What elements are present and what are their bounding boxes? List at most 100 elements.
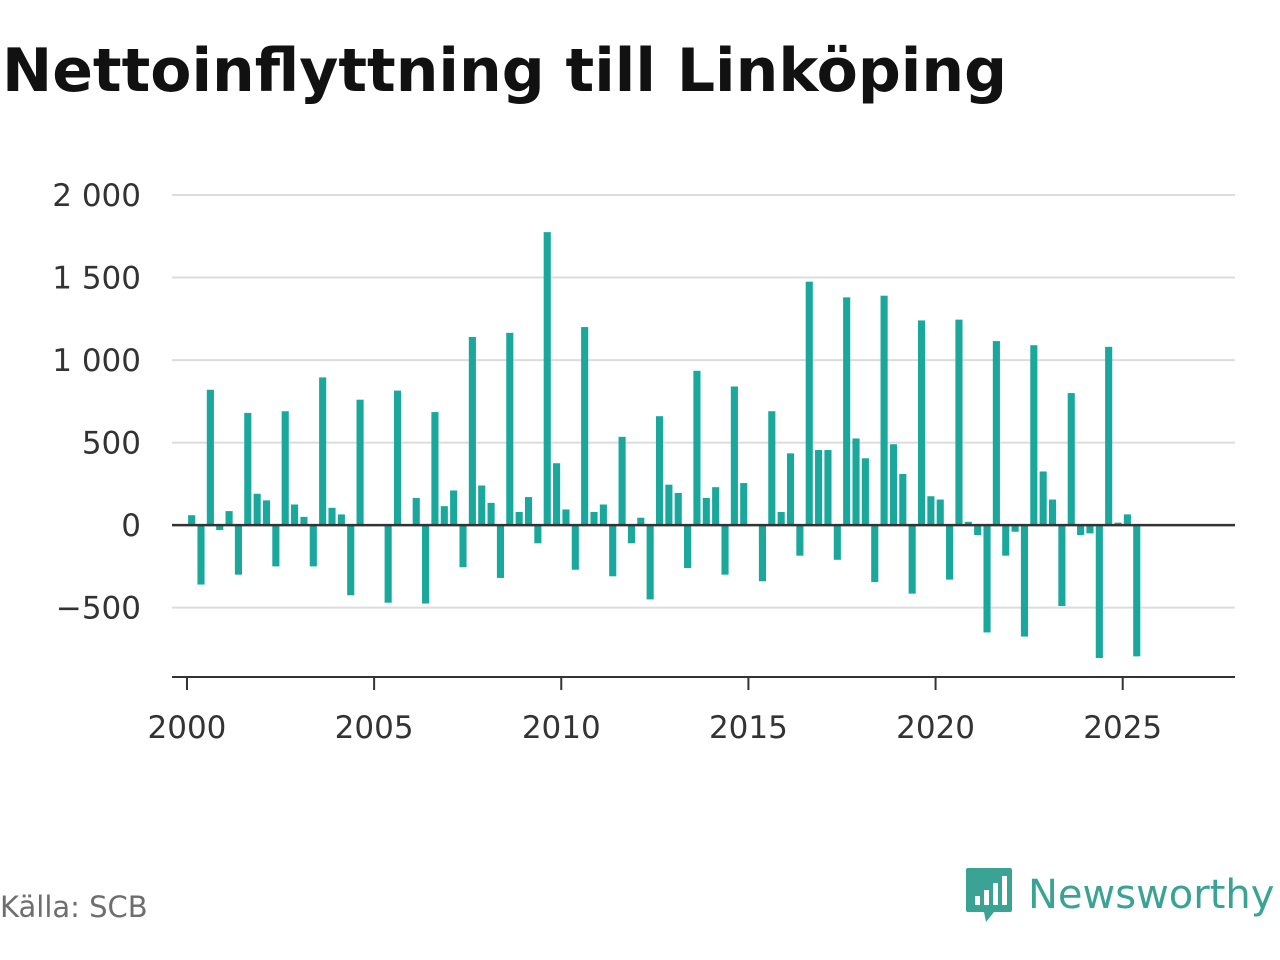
bar <box>702 497 710 526</box>
grid-lines <box>172 194 1235 609</box>
bar <box>393 390 402 526</box>
bar <box>1105 346 1113 526</box>
bar <box>197 525 205 585</box>
bar <box>824 450 832 526</box>
bar <box>880 295 888 526</box>
bar <box>468 336 476 526</box>
bar <box>964 521 972 526</box>
bar <box>487 502 495 526</box>
bar <box>1048 499 1057 526</box>
bar <box>852 438 860 526</box>
x-tick-label: 2025 <box>1083 710 1162 746</box>
bars <box>188 232 1141 659</box>
bar <box>974 525 982 536</box>
newsworthy-logo: Newsworthy <box>964 866 1274 924</box>
bar <box>459 525 467 568</box>
bar <box>693 370 701 526</box>
bar <box>1020 525 1029 637</box>
bar <box>534 525 542 544</box>
bar <box>543 232 551 526</box>
x-axis-ticks <box>185 677 1124 690</box>
bar <box>562 509 570 526</box>
source-note: Källa: SCB <box>0 890 148 924</box>
bar <box>740 483 748 526</box>
x-tick-label: 2010 <box>522 710 601 746</box>
x-axis-labels: 2000 2005 2010 2015 2020 2025 <box>148 710 1163 746</box>
x-tick-label: 2005 <box>335 710 414 746</box>
bar <box>768 411 776 526</box>
bar <box>712 487 720 526</box>
bar <box>992 341 1000 526</box>
bar <box>777 511 785 526</box>
bar <box>450 490 458 526</box>
bar <box>955 319 963 526</box>
bar <box>262 500 271 526</box>
bar <box>1039 471 1047 526</box>
bar <box>440 506 448 526</box>
chart-title: Nettoinflyttning till Linköping <box>2 36 1008 106</box>
bar <box>1095 525 1103 659</box>
logo-text: Newsworthy <box>1028 872 1275 918</box>
bar <box>655 416 664 526</box>
bar <box>843 297 851 526</box>
bar <box>805 281 813 526</box>
bar <box>908 525 916 594</box>
bar <box>384 525 392 603</box>
bar <box>721 525 729 575</box>
bar <box>337 514 345 526</box>
bar <box>1123 514 1131 526</box>
bar <box>590 511 598 526</box>
bar <box>889 444 898 526</box>
x-tick-label: 2000 <box>148 710 227 746</box>
bar <box>674 492 682 526</box>
bar <box>524 497 533 526</box>
bar <box>319 377 327 526</box>
bar <box>815 450 823 526</box>
bar <box>581 327 589 526</box>
bar <box>309 525 317 567</box>
bar <box>684 525 692 569</box>
bar <box>861 458 869 526</box>
bar <box>347 525 355 596</box>
bar <box>1133 525 1141 657</box>
bar <box>899 473 907 526</box>
bar <box>216 525 224 531</box>
bar <box>412 497 420 526</box>
bar <box>1077 525 1085 536</box>
bar <box>618 436 626 526</box>
bar <box>917 320 926 526</box>
bar <box>478 485 486 526</box>
bar <box>796 525 804 556</box>
bar <box>291 504 299 526</box>
bar <box>234 525 242 575</box>
y-tick-label: 1 000 <box>52 343 141 379</box>
bar <box>599 504 607 526</box>
bar <box>225 511 233 526</box>
bar <box>665 484 673 526</box>
bar <box>1002 525 1010 556</box>
y-tick-label: −500 <box>56 591 141 627</box>
bar <box>730 386 738 526</box>
bar <box>946 525 954 580</box>
bar <box>936 499 944 526</box>
bar-chart-speech-bubble-icon <box>966 868 1012 922</box>
bar <box>1067 393 1075 526</box>
bar <box>786 453 795 526</box>
bar <box>272 525 280 567</box>
bar <box>1030 345 1038 526</box>
bar <box>627 525 636 544</box>
bar <box>422 525 430 604</box>
x-tick-label: 2015 <box>709 710 788 746</box>
bar <box>188 515 196 526</box>
bar <box>983 525 991 633</box>
bar <box>515 511 523 526</box>
bar <box>244 412 252 526</box>
y-tick-label: 500 <box>82 426 141 462</box>
y-tick-label: 0 <box>121 508 141 544</box>
y-tick-label: 2 000 <box>52 178 141 214</box>
bar <box>833 525 841 560</box>
bar <box>1058 525 1066 607</box>
bar <box>506 332 514 526</box>
bar <box>758 525 767 582</box>
y-tick-label: 1 500 <box>52 261 141 297</box>
